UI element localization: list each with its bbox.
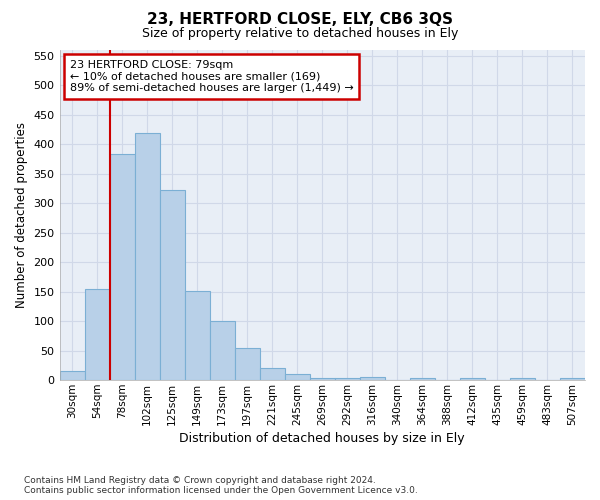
Bar [460, 378, 485, 380]
Bar [410, 378, 435, 380]
Y-axis label: Number of detached properties: Number of detached properties [15, 122, 28, 308]
Bar [510, 378, 535, 380]
Bar [160, 190, 185, 380]
Text: Size of property relative to detached houses in Ely: Size of property relative to detached ho… [142, 28, 458, 40]
Bar [185, 290, 209, 380]
Text: 23 HERTFORD CLOSE: 79sqm
← 10% of detached houses are smaller (169)
89% of semi-: 23 HERTFORD CLOSE: 79sqm ← 10% of detach… [70, 60, 354, 93]
Bar [59, 372, 85, 380]
Bar [134, 132, 160, 380]
Text: Contains HM Land Registry data © Crown copyright and database right 2024.: Contains HM Land Registry data © Crown c… [24, 476, 376, 485]
X-axis label: Distribution of detached houses by size in Ely: Distribution of detached houses by size … [179, 432, 465, 445]
Bar [209, 321, 235, 380]
Text: Contains public sector information licensed under the Open Government Licence v3: Contains public sector information licen… [24, 486, 418, 495]
Bar [285, 374, 310, 380]
Bar [110, 154, 134, 380]
Bar [335, 378, 360, 380]
Bar [310, 378, 335, 380]
Bar [85, 289, 110, 380]
Bar [360, 377, 385, 380]
Bar [260, 368, 285, 380]
Bar [560, 378, 585, 380]
Bar [235, 348, 260, 380]
Text: 23, HERTFORD CLOSE, ELY, CB6 3QS: 23, HERTFORD CLOSE, ELY, CB6 3QS [147, 12, 453, 28]
